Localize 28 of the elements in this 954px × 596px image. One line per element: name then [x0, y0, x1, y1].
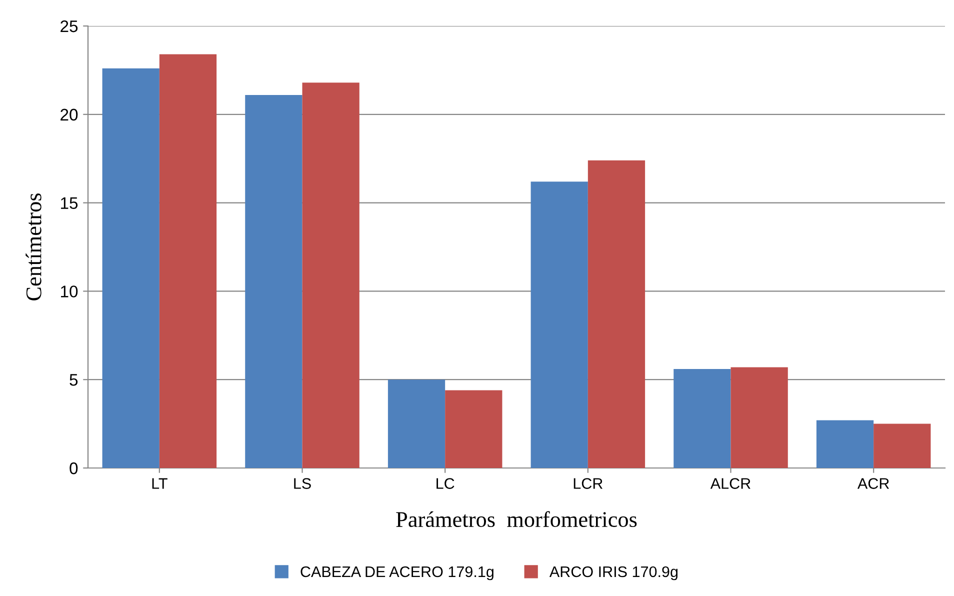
x-tick-label: LT: [152, 478, 168, 489]
x-tick-label: LCR: [574, 478, 602, 489]
y-tick-label: 10: [61, 286, 78, 298]
bar: [302, 82, 360, 468]
bar: [530, 182, 588, 468]
bar: [674, 368, 731, 468]
legend-label: CABEZA DE ACERO 179.1g: [300, 566, 494, 580]
y-tick-label: 15: [61, 197, 78, 210]
bar: [102, 68, 160, 468]
bar: [874, 424, 931, 468]
x-axis-title: Parámetros morfometricos: [396, 511, 637, 528]
x-tick-label: LS: [294, 478, 311, 489]
x-tick-label: LC: [436, 478, 454, 489]
bar: [245, 94, 302, 468]
y-tick-label: 20: [60, 108, 78, 121]
bar: [159, 54, 217, 468]
x-tick-label: ALCR: [710, 478, 750, 489]
x-tick-label: ACR: [857, 478, 889, 489]
bar: [388, 380, 446, 468]
y-tick-label: 5: [70, 374, 78, 386]
bar: [816, 420, 874, 468]
bar: [588, 160, 646, 468]
y-tick-label: 25: [60, 20, 78, 32]
y-tick-label: 0: [70, 462, 78, 474]
bar: [730, 367, 788, 468]
bar: [445, 390, 502, 468]
legend-label: ARCO IRIS 170.9g: [549, 566, 678, 580]
y-axis-title: Centímetros: [26, 193, 42, 300]
